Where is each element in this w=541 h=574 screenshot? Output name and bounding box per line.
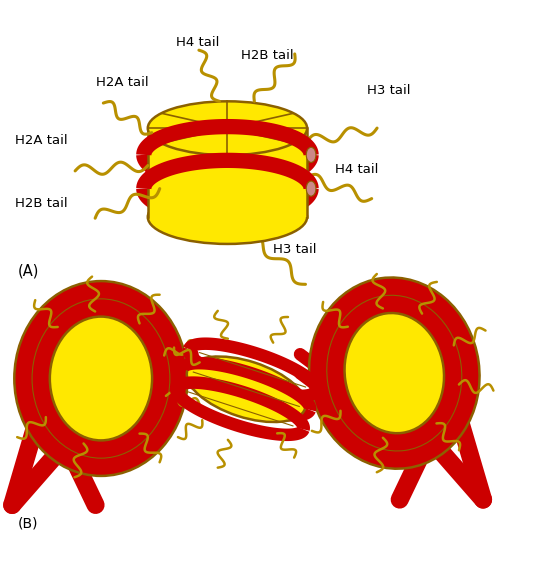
Ellipse shape <box>187 356 306 422</box>
Text: H4 tail: H4 tail <box>176 36 220 49</box>
Ellipse shape <box>50 317 152 440</box>
Ellipse shape <box>14 281 188 476</box>
Text: H2B tail: H2B tail <box>241 49 294 62</box>
Text: H2A tail: H2A tail <box>16 134 68 147</box>
Ellipse shape <box>345 313 444 433</box>
Polygon shape <box>148 128 307 217</box>
Text: H3 tail: H3 tail <box>367 84 411 97</box>
Ellipse shape <box>306 148 316 162</box>
Ellipse shape <box>148 102 307 155</box>
Text: H2A tail: H2A tail <box>96 76 149 89</box>
Text: (A): (A) <box>17 263 39 278</box>
Text: H4 tail: H4 tail <box>335 163 378 176</box>
Ellipse shape <box>306 181 316 196</box>
Text: H3 tail: H3 tail <box>273 243 316 256</box>
Text: H2B tail: H2B tail <box>16 197 68 210</box>
Ellipse shape <box>148 190 307 244</box>
Ellipse shape <box>309 277 479 469</box>
Text: (B): (B) <box>17 517 38 531</box>
